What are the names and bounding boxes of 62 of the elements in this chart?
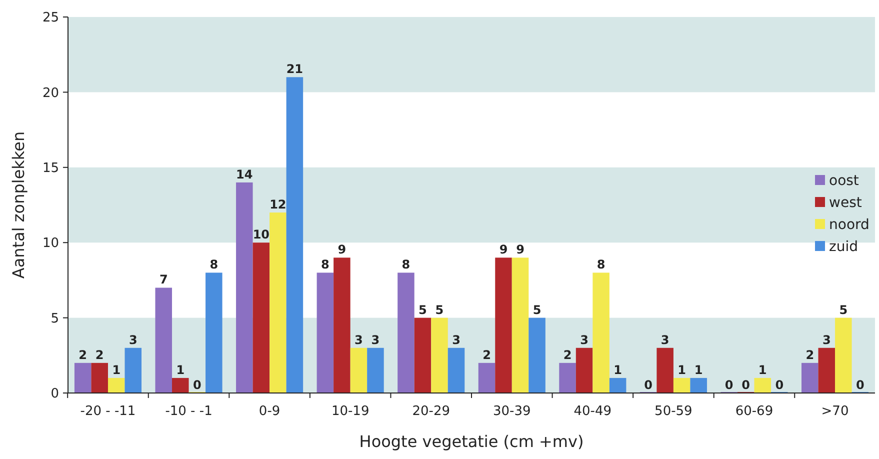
data-label: 1 bbox=[112, 362, 121, 377]
data-label: 0 bbox=[775, 378, 784, 392]
data-label: 1 bbox=[614, 362, 622, 377]
y-tick-label: 20 bbox=[42, 86, 59, 101]
data-label: 3 bbox=[354, 332, 363, 347]
data-label: 7 bbox=[159, 272, 168, 287]
y-tick-label: 5 bbox=[50, 311, 59, 326]
data-label: 2 bbox=[78, 348, 88, 362]
data-label: 5 bbox=[435, 302, 444, 317]
data-label: 21 bbox=[286, 62, 304, 76]
x-axis-title: Hoogte vegetatie (cm +mv) bbox=[359, 432, 584, 451]
y-tick-label: 15 bbox=[42, 160, 59, 176]
data-label: 0 bbox=[856, 378, 864, 392]
x-tick-label: 60-69 bbox=[735, 404, 774, 419]
data-label: 9 bbox=[516, 242, 524, 257]
data-label: 9 bbox=[499, 242, 508, 257]
data-label: 2 bbox=[95, 348, 104, 362]
legend-label: noord bbox=[829, 216, 870, 233]
data-label: 1 bbox=[176, 362, 185, 377]
legend-label: west bbox=[829, 194, 862, 211]
data-label: 0 bbox=[192, 378, 202, 392]
data-label: 0 bbox=[742, 378, 750, 392]
x-tick-label: 30-39 bbox=[493, 404, 531, 419]
data-label: 1 bbox=[678, 362, 686, 377]
legend-label: zuid bbox=[829, 238, 858, 255]
data-label: 12 bbox=[270, 198, 286, 212]
data-label: 8 bbox=[210, 258, 218, 272]
x-tick-label: 10-19 bbox=[331, 404, 370, 419]
data-label: 3 bbox=[580, 332, 588, 347]
data-label: 14 bbox=[236, 167, 253, 182]
data-label: 8 bbox=[402, 258, 410, 272]
data-label: 3 bbox=[128, 332, 138, 347]
y-axis-title: Aantal zonplekken bbox=[9, 131, 28, 279]
data-label: 2 bbox=[806, 348, 814, 362]
data-label: 3 bbox=[371, 332, 380, 347]
data-label: 9 bbox=[338, 242, 346, 257]
data-label: 1 bbox=[758, 362, 767, 377]
data-label: 3 bbox=[822, 332, 831, 347]
x-tick-label: 20-29 bbox=[412, 404, 450, 419]
data-label: 8 bbox=[596, 258, 606, 272]
y-tick-label: 25 bbox=[42, 10, 59, 26]
data-label: 2 bbox=[482, 348, 491, 362]
data-label: 8 bbox=[321, 258, 330, 272]
data-label: 10 bbox=[252, 228, 270, 242]
x-tick-label: -10 - -1 bbox=[165, 404, 212, 419]
x-tick-label: 0-9 bbox=[258, 404, 280, 419]
data-label: 5 bbox=[532, 302, 542, 317]
x-tick-label: >70 bbox=[821, 404, 849, 419]
y-tick-label: 0 bbox=[50, 386, 59, 402]
data-label: 2 bbox=[563, 348, 572, 362]
x-tick-label: 40-49 bbox=[574, 404, 612, 419]
data-label: 3 bbox=[452, 332, 460, 347]
y-tick-label: 10 bbox=[42, 236, 59, 252]
x-tick-label: -20 - -11 bbox=[80, 404, 136, 419]
data-label: 0 bbox=[724, 378, 734, 392]
data-label: 0 bbox=[644, 378, 652, 392]
data-label: 3 bbox=[660, 332, 670, 347]
data-label: 1 bbox=[694, 362, 703, 377]
legend-label: oost bbox=[829, 172, 860, 189]
x-tick-label: 50-59 bbox=[654, 404, 692, 419]
data-label: 5 bbox=[418, 302, 427, 317]
data-label: 5 bbox=[839, 302, 848, 317]
